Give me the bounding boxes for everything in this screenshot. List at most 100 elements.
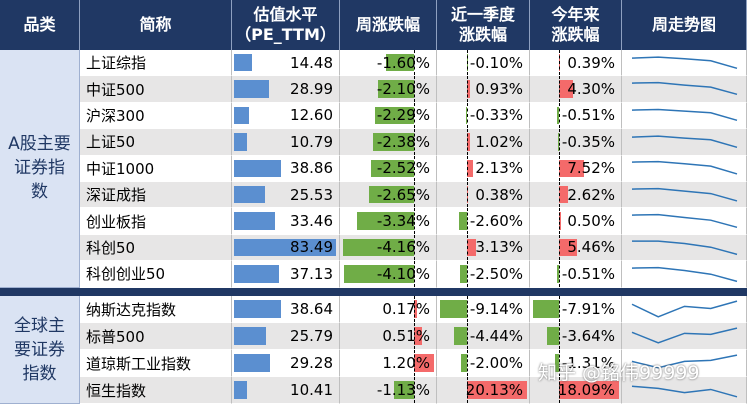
- trend-line: [631, 109, 738, 122]
- quarter-cell: -4.44%: [437, 323, 530, 350]
- bar-axis: [413, 234, 415, 261]
- name-cell: 创业板指: [80, 208, 232, 235]
- trend-cell: [622, 377, 747, 404]
- ytd-value: 2.62%: [567, 185, 615, 204]
- trend-line: [632, 240, 738, 256]
- pe-bar: [234, 159, 282, 177]
- quarter-bar: [461, 354, 468, 372]
- bar-axis: [559, 129, 561, 155]
- trend-cell: [622, 350, 747, 377]
- week-value: -2.65%: [376, 185, 430, 204]
- pe-cell: 12.60: [232, 102, 340, 130]
- bar-axis: [559, 182, 561, 208]
- ytd-value: -3.64%: [561, 327, 615, 345]
- ytd-bar: [559, 186, 568, 204]
- pe-value: 10.79: [290, 132, 333, 151]
- pe-bar: [234, 186, 266, 204]
- trend-line: [631, 187, 738, 202]
- sparkline: [631, 353, 738, 368]
- quarter-value: 1.02%: [475, 132, 523, 151]
- quarter-value: -9.14%: [469, 300, 523, 318]
- trend-line: [631, 55, 738, 69]
- pe-cell: 10.41: [232, 377, 340, 404]
- quarter-value: 3.13%: [475, 238, 523, 257]
- bar-axis: [413, 350, 415, 376]
- week-bar: [343, 238, 414, 257]
- index-name: 上证综指: [86, 54, 147, 73]
- trend-cell: [622, 261, 747, 288]
- pe-value: 83.49: [290, 238, 333, 257]
- quarter-value: 20.13%: [465, 381, 523, 399]
- ytd-bar: [559, 80, 574, 98]
- ytd-bar: [554, 354, 560, 372]
- quarter-bar: [466, 106, 468, 125]
- week-cell: 1.20%: [340, 350, 437, 377]
- quarter-cell: 20.13%: [437, 377, 530, 404]
- bar-axis: [467, 261, 469, 287]
- quarter-cell: 2.13%: [437, 155, 530, 182]
- name-cell: 沪深300: [80, 102, 232, 130]
- quarter-bar: [467, 80, 470, 98]
- ytd-cell: 7.52%: [530, 155, 622, 182]
- bar-axis: [467, 296, 469, 322]
- ytd-cell: 0.50%: [530, 208, 622, 235]
- group-name: 全球主要证券指数: [0, 296, 80, 404]
- ytd-value: -7.91%: [561, 300, 615, 318]
- bar-axis: [559, 102, 561, 129]
- header-cell: 周涨跌幅: [340, 0, 437, 50]
- bar-axis: [467, 208, 469, 234]
- ytd-bar: [557, 106, 560, 125]
- pe-value: 10.41: [290, 381, 333, 399]
- header-cell: 品类: [0, 0, 80, 50]
- pe-value: 33.46: [290, 212, 333, 231]
- week-value: 0.17%: [382, 300, 430, 318]
- trend-cell: [622, 208, 747, 235]
- quarter-value: 0.38%: [475, 185, 523, 204]
- trend-cell: [622, 50, 747, 77]
- trend-line: [631, 326, 738, 344]
- name-cell: 标普500: [80, 323, 232, 350]
- quarter-bar: [459, 212, 468, 230]
- pe-bar: [234, 381, 247, 399]
- week-bar: [377, 80, 414, 98]
- week-bar: [373, 133, 414, 151]
- pe-bar: [234, 265, 280, 283]
- week-cell: 0.51%: [340, 323, 437, 350]
- trend-cell: [622, 129, 747, 156]
- name-cell: 中证500: [80, 76, 232, 103]
- sparkline: [631, 55, 738, 69]
- index-name: 沪深300: [86, 106, 145, 125]
- pe-cell: 25.79: [232, 323, 340, 350]
- week-bar: [413, 300, 417, 318]
- bar-axis: [559, 50, 561, 76]
- name-cell: 深证成指: [80, 182, 232, 209]
- watermark: 知乎 @铭伟99999: [538, 362, 700, 384]
- bar-axis: [413, 155, 415, 181]
- week-value: 0.51%: [382, 327, 430, 345]
- index-name: 中证1000: [86, 159, 155, 178]
- quarter-value: 0.93%: [475, 80, 523, 99]
- header-text: 周涨跌幅: [355, 15, 420, 34]
- pe-value: 29.28: [290, 354, 333, 372]
- index-name: 恒生指数: [86, 381, 147, 400]
- pe-value: 14.48: [290, 53, 333, 72]
- bar-axis: [559, 296, 561, 322]
- week-value: -2.52%: [376, 159, 430, 178]
- week-cell: 0.17%: [340, 296, 437, 323]
- ytd-value: -1.31%: [561, 354, 615, 372]
- ytd-value: 0.50%: [567, 212, 615, 231]
- bar-axis: [413, 208, 415, 234]
- bar-axis: [559, 155, 561, 181]
- trend-cell: [622, 234, 747, 262]
- header-text: 近一季度: [450, 5, 515, 24]
- week-bar: [370, 159, 414, 177]
- week-cell: -2.10%: [340, 76, 437, 103]
- sparkline: [632, 240, 738, 256]
- week-value: -2.10%: [376, 80, 430, 99]
- header-text: 今年来: [551, 5, 600, 24]
- bar-axis: [413, 76, 415, 102]
- quarter-cell: 0.38%: [437, 182, 530, 209]
- ytd-cell: -0.51%: [530, 261, 622, 288]
- bar-axis: [467, 350, 469, 376]
